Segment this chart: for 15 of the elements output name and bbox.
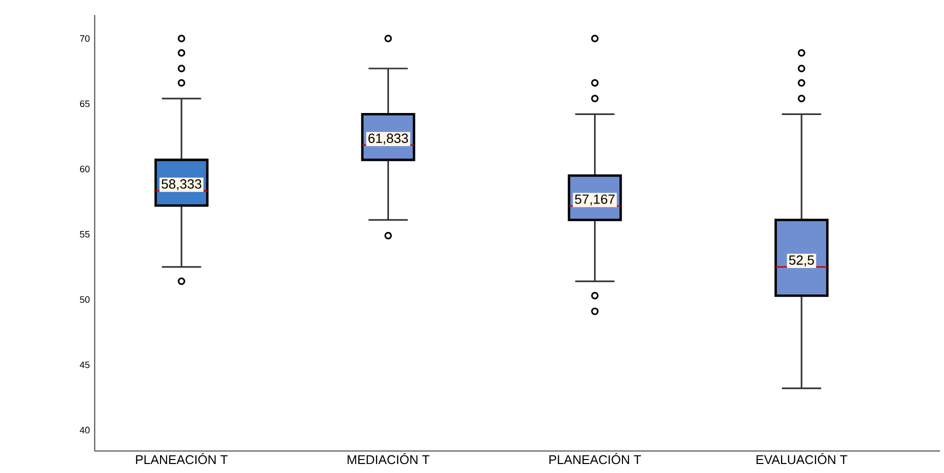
x-tick-label: EVALUACIÓN T: [756, 453, 848, 464]
y-tick-label: 70: [80, 35, 90, 42]
y-tick-label: 65: [80, 100, 90, 108]
text: 58,333: [162, 179, 202, 190]
y-tick-label: 45: [80, 362, 90, 368]
text: 52,5: [789, 255, 814, 266]
y-tick-label: 40: [80, 426, 90, 434]
y-tick-label: 50: [80, 296, 90, 303]
y-tick-label: 55: [80, 231, 90, 238]
x-tick-label: PLANEACIÓN T: [136, 453, 228, 464]
text: 61,833: [368, 134, 408, 145]
y-tick-label: 60: [80, 166, 90, 172]
x-tick-label: PLANEACIÓN T: [549, 453, 641, 464]
x-tick-label: MEDIACIÓN T: [348, 453, 430, 464]
text: 57,167: [575, 194, 615, 206]
